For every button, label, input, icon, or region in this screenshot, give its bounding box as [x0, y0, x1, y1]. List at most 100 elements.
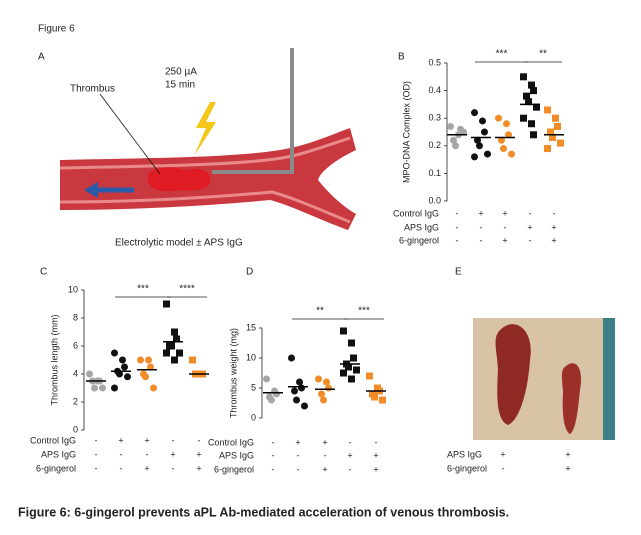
panel-letter: C [40, 267, 47, 278]
data-point [520, 73, 527, 81]
condition-sign: - [95, 449, 98, 459]
data-point [533, 103, 540, 111]
y-tick-label: 2 [73, 396, 78, 406]
condition-label: Control IgG [393, 208, 439, 218]
y-tick-label: 0.3 [428, 113, 441, 123]
condition-sign: - [480, 235, 483, 245]
current: 250 µA [165, 67, 197, 78]
condition-label: APS IgG [404, 222, 439, 232]
data-point [273, 390, 280, 398]
panel-letter: B [398, 52, 405, 63]
condition-sign: + [196, 463, 201, 473]
condition-sign: - [272, 437, 275, 447]
y-tick-label: 0 [251, 412, 256, 422]
flow-arrowhead [84, 182, 98, 198]
condition-label: 6-gingerol [214, 464, 254, 474]
condition-label: APS IgG [219, 450, 254, 460]
y-tick-label: 0.0 [428, 195, 441, 205]
y-tick-label: 15 [246, 322, 256, 332]
condition-sign: - [456, 208, 459, 218]
data-point [99, 384, 106, 392]
thrombus [147, 167, 211, 192]
data-point [498, 136, 505, 144]
condition-sign: + [118, 435, 123, 445]
data-point [119, 356, 126, 364]
condition-sign: - [502, 463, 505, 473]
condition-sign: - [349, 437, 352, 447]
condition-sign: + [347, 450, 352, 460]
y-tick-label: 6 [73, 340, 78, 350]
condition-sign: - [198, 435, 201, 445]
condition-sign: + [322, 464, 327, 474]
data-point [452, 142, 459, 150]
condition-sign: - [272, 464, 275, 474]
condition-label: APS IgG [41, 449, 76, 459]
condition-sign: - [480, 222, 483, 232]
y-tick-label: 0.1 [428, 168, 441, 178]
condition-sign: + [502, 235, 507, 245]
significance-label: **** [179, 284, 195, 295]
condition-sign: + [144, 435, 149, 445]
condition-sign: + [196, 449, 201, 459]
data-point [296, 378, 303, 386]
pointer [99, 93, 161, 175]
significance-label: *** [358, 306, 370, 317]
condition-sign: - [375, 437, 378, 447]
data-point [189, 356, 196, 364]
data-point [476, 142, 483, 150]
data-point [340, 327, 347, 335]
panel-a: A 250 µA 15 min Thrombus Electrolytic mo… [38, 48, 356, 249]
data-point [147, 363, 154, 371]
data-point [544, 106, 551, 114]
data-point [525, 98, 532, 106]
data-point [315, 375, 322, 383]
condition-sign: - [172, 435, 175, 445]
data-point [348, 375, 355, 383]
condition-label: 6-gingerol [399, 235, 439, 245]
condition-sign: + [500, 449, 505, 459]
data-point [163, 300, 170, 308]
data-point [150, 384, 157, 392]
data-point [163, 349, 170, 357]
data-point [318, 390, 325, 398]
y-tick-label: 8 [73, 312, 78, 322]
data-point [520, 114, 527, 122]
data-point [268, 396, 275, 404]
condition-sign: + [373, 450, 378, 460]
condition-sign: + [478, 208, 483, 218]
condition-sign: + [551, 222, 556, 232]
data-point [554, 122, 561, 130]
data-point [549, 134, 556, 142]
y-axis-label: MPO-DNA Complex (OD) [401, 81, 411, 183]
thrombus-photo [495, 324, 531, 425]
data-point [353, 366, 360, 374]
data-point [528, 120, 535, 128]
data-point [495, 114, 502, 122]
condition-sign: + [502, 208, 507, 218]
data-point [379, 396, 386, 404]
data-point [171, 356, 178, 364]
data-point [450, 136, 457, 144]
data-point [142, 373, 149, 381]
photo [473, 318, 615, 440]
data-point [500, 145, 507, 153]
thrombus-label: Thrombus [70, 84, 115, 95]
data-point [173, 335, 180, 343]
data-point [168, 342, 175, 350]
model-label: Electrolytic model ± APS IgG [115, 238, 243, 249]
panel-letter: A [38, 52, 45, 63]
condition-sign: + [565, 449, 570, 459]
condition-sign: - [349, 464, 352, 474]
significance-label: *** [137, 284, 149, 295]
condition-sign: - [272, 450, 275, 460]
condition-sign: + [527, 222, 532, 232]
condition-label: APS IgG [447, 449, 482, 459]
data-point [340, 369, 347, 377]
thrombus-photo [561, 363, 582, 434]
condition-sign: - [456, 222, 459, 232]
condition-sign: + [295, 437, 300, 447]
condition-sign: + [551, 235, 556, 245]
condition-sign: - [95, 463, 98, 473]
data-point [371, 393, 378, 401]
data-point [503, 120, 510, 128]
